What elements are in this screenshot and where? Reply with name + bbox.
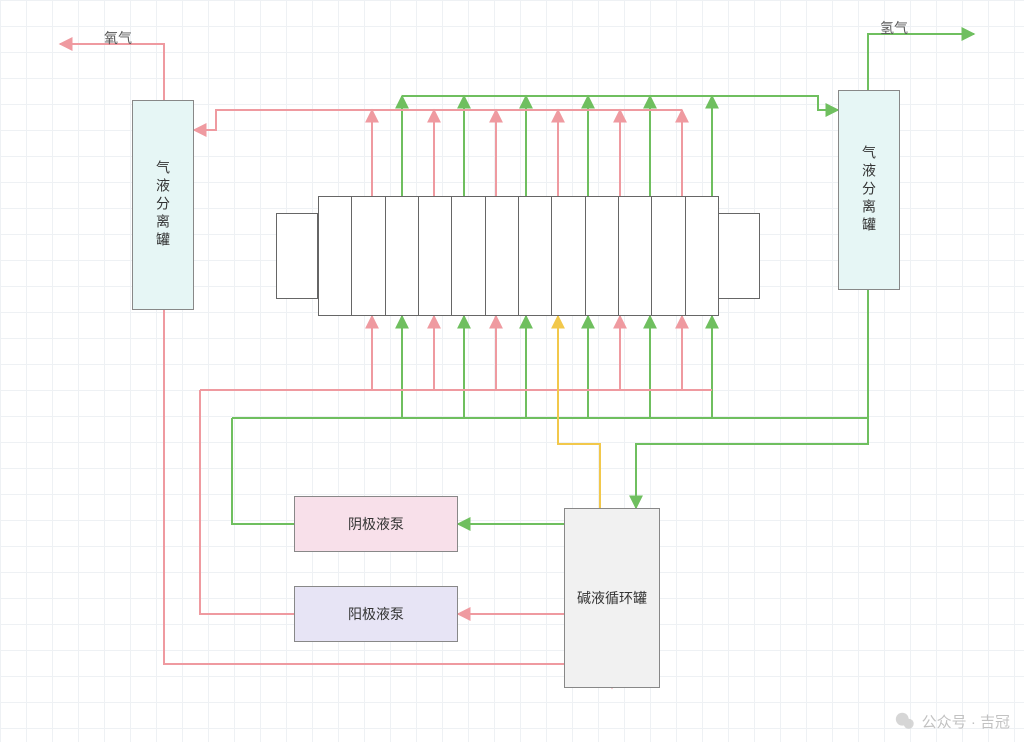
stack-endcap-right xyxy=(718,213,760,299)
stack-endcap-left xyxy=(276,213,318,299)
stack-cell xyxy=(518,196,552,316)
cathode-pump: 阴极液泵 xyxy=(294,496,458,552)
stack-cell xyxy=(618,196,652,316)
anode-pump: 阳极液泵 xyxy=(294,586,458,642)
stack-cell xyxy=(651,196,685,316)
stack-cell xyxy=(551,196,585,316)
oxygen-label: 氧气 xyxy=(104,28,132,48)
stack-cell xyxy=(318,196,352,316)
hydrogen-label: 氢气 xyxy=(880,18,908,38)
wechat-icon xyxy=(894,710,916,732)
stack-cell xyxy=(451,196,485,316)
stack-cell xyxy=(351,196,385,316)
stack-cell xyxy=(585,196,619,316)
right-gas-liquid-separator: 气液分离罐 xyxy=(838,90,900,290)
stack-cell xyxy=(418,196,452,316)
alkaline-cycle-tank: 碱液循环罐 xyxy=(564,508,660,688)
stack-cell xyxy=(385,196,419,316)
left-gas-liquid-separator: 气液分离罐 xyxy=(132,100,194,310)
stack-cell xyxy=(685,196,719,316)
stack-cell xyxy=(485,196,519,316)
wechat-watermark: 公众号 · 吉冠 xyxy=(894,710,1010,732)
